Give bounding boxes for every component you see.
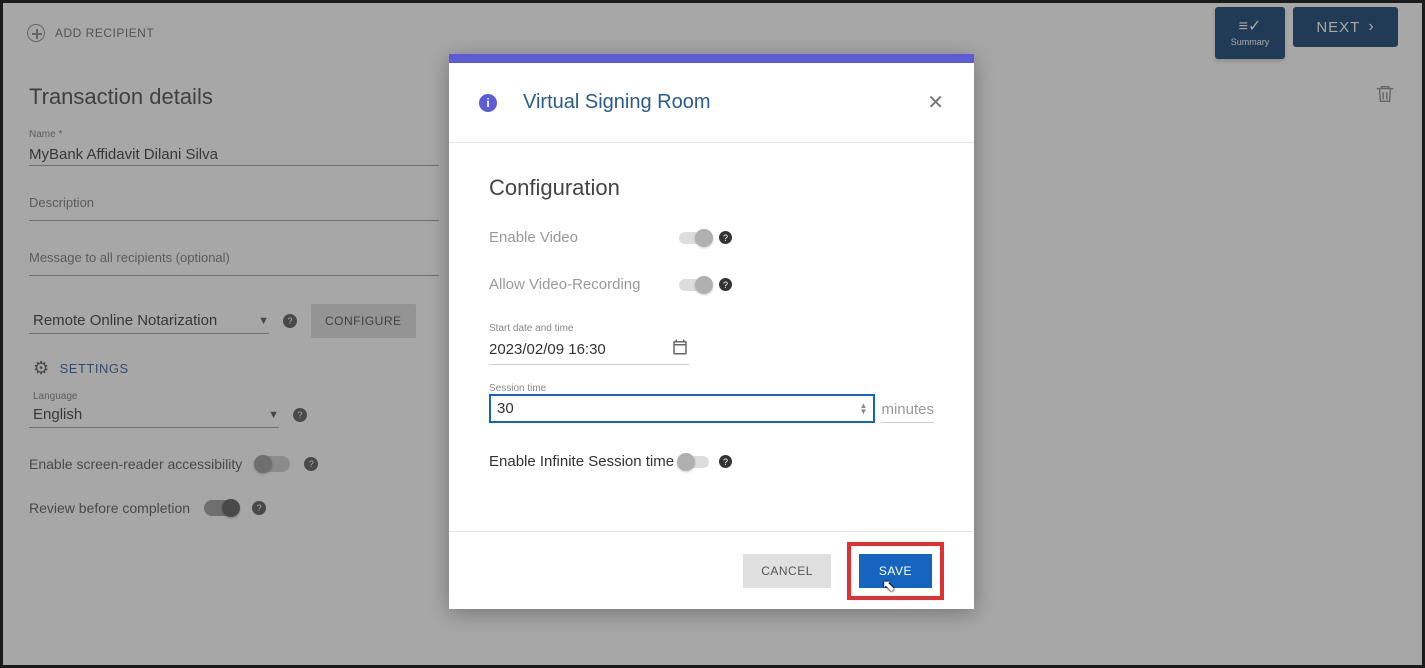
help-icon[interactable]: ? — [719, 455, 732, 468]
modal-title: Virtual Signing Room — [523, 91, 711, 114]
minutes-label: minutes — [881, 401, 934, 423]
calendar-icon — [671, 338, 689, 360]
spinner-icon[interactable]: ▲▼ — [860, 403, 868, 415]
session-time-input[interactable]: 30 ▲▼ — [489, 394, 875, 423]
virtual-signing-modal: i Virtual Signing Room ✕ Configuration E… — [449, 54, 974, 609]
info-icon: i — [479, 94, 497, 112]
save-button[interactable]: SAVE — [859, 554, 932, 588]
start-datetime-input[interactable]: 2023/02/09 16:30 — [489, 334, 689, 365]
close-button[interactable]: ✕ — [927, 90, 944, 115]
infinite-session-toggle[interactable] — [679, 456, 709, 468]
session-time-label: Session time — [489, 383, 875, 394]
start-datetime-value: 2023/02/09 16:30 — [489, 341, 606, 358]
enable-video-toggle[interactable] — [679, 232, 709, 244]
allow-recording-toggle[interactable] — [679, 279, 709, 291]
help-icon[interactable]: ? — [719, 278, 732, 291]
infinite-session-label: Enable Infinite Session time — [489, 453, 679, 470]
enable-video-label: Enable Video — [489, 229, 679, 246]
allow-recording-label: Allow Video-Recording — [489, 276, 679, 293]
help-icon[interactable]: ? — [719, 231, 732, 244]
cancel-button[interactable]: CANCEL — [743, 554, 831, 588]
start-datetime-label: Start date and time — [489, 323, 934, 334]
cancel-label: CANCEL — [761, 564, 813, 578]
save-highlight: SAVE — [847, 542, 944, 600]
session-time-value: 30 — [497, 400, 514, 417]
save-label: SAVE — [879, 564, 912, 578]
modal-accent — [449, 54, 974, 63]
config-heading: Configuration — [489, 175, 934, 201]
